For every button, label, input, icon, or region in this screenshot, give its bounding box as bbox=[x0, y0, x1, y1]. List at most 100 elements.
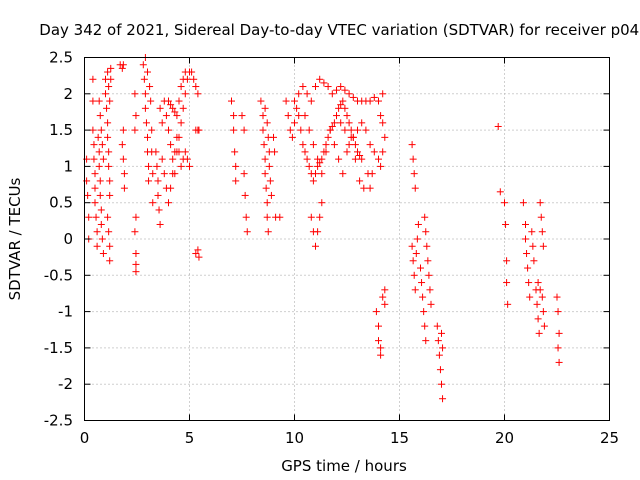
data-point bbox=[263, 213, 271, 221]
data-point bbox=[181, 68, 189, 76]
data-point bbox=[333, 86, 340, 94]
data-point bbox=[119, 61, 127, 69]
data-point bbox=[104, 68, 112, 76]
data-point bbox=[173, 133, 181, 141]
data-point bbox=[271, 148, 279, 156]
data-point bbox=[314, 155, 322, 163]
data-point bbox=[99, 155, 107, 163]
data-point bbox=[267, 191, 275, 199]
data-point bbox=[366, 184, 374, 192]
data-point bbox=[131, 228, 139, 236]
grid bbox=[84, 57, 610, 421]
x-axis-label: GPS time / hours bbox=[281, 457, 407, 475]
x-tick-label: 15 bbox=[390, 429, 409, 447]
x-axis-tick-labels: 0 5 10 15 20 25 bbox=[80, 429, 619, 447]
data-point bbox=[91, 170, 99, 178]
data-point bbox=[105, 228, 113, 236]
data-point bbox=[259, 112, 267, 120]
data-point bbox=[523, 250, 531, 258]
data-point bbox=[377, 351, 385, 359]
data-point bbox=[169, 170, 177, 178]
data-point bbox=[419, 293, 427, 301]
data-point bbox=[408, 242, 416, 250]
data-point bbox=[339, 97, 347, 105]
data-point bbox=[422, 337, 430, 345]
data-point bbox=[299, 141, 307, 149]
data-point bbox=[438, 329, 445, 337]
data-point bbox=[337, 83, 345, 91]
data-point bbox=[119, 126, 127, 134]
data-point bbox=[119, 155, 127, 163]
data-point bbox=[525, 279, 533, 287]
data-point bbox=[316, 159, 324, 167]
data-point bbox=[93, 242, 101, 250]
data-point bbox=[165, 126, 172, 134]
data-point bbox=[295, 112, 303, 120]
data-point bbox=[358, 119, 366, 127]
data-point bbox=[522, 220, 529, 228]
data-point bbox=[118, 141, 126, 149]
data-point bbox=[242, 213, 250, 221]
data-point bbox=[106, 191, 114, 199]
data-point bbox=[107, 75, 115, 83]
data-point bbox=[240, 126, 248, 134]
data-point bbox=[305, 162, 313, 170]
data-point bbox=[230, 112, 238, 120]
data-point bbox=[307, 97, 315, 105]
data-point bbox=[177, 83, 185, 91]
data-point bbox=[158, 155, 166, 163]
data-point bbox=[105, 162, 113, 170]
data-point bbox=[261, 155, 269, 163]
data-point bbox=[153, 162, 161, 170]
data-point bbox=[307, 213, 315, 221]
data-point bbox=[118, 64, 126, 72]
data-point bbox=[356, 177, 364, 185]
data-point bbox=[132, 260, 140, 268]
data-point bbox=[120, 170, 128, 178]
data-point bbox=[96, 112, 104, 120]
data-point bbox=[366, 141, 374, 149]
data-point bbox=[349, 93, 357, 101]
data-point bbox=[426, 286, 434, 294]
data-point bbox=[139, 61, 147, 69]
data-point bbox=[263, 199, 271, 207]
data-point bbox=[356, 152, 364, 160]
data-point bbox=[554, 308, 562, 316]
data-point bbox=[555, 358, 563, 366]
data-point bbox=[132, 250, 140, 258]
data-point bbox=[503, 257, 511, 265]
data-point bbox=[424, 257, 432, 265]
data-point bbox=[422, 228, 430, 236]
y-tick-label: 2 bbox=[63, 85, 73, 103]
data-point bbox=[381, 286, 389, 294]
data-point bbox=[167, 101, 175, 109]
y-tick-label: 2.5 bbox=[49, 49, 73, 67]
data-point bbox=[231, 148, 239, 156]
data-point bbox=[339, 170, 347, 178]
data-point bbox=[320, 79, 328, 87]
data-point bbox=[257, 97, 265, 105]
data-point bbox=[381, 300, 389, 308]
data-point bbox=[145, 177, 153, 185]
data-point bbox=[144, 68, 151, 76]
data-point bbox=[379, 90, 387, 98]
data-point bbox=[534, 279, 542, 287]
data-point bbox=[91, 184, 99, 192]
y-axis-label: SDTVAR / TECUs bbox=[6, 177, 24, 300]
data-point bbox=[341, 86, 349, 94]
data-point bbox=[377, 112, 385, 120]
data-point bbox=[375, 97, 382, 105]
data-point bbox=[148, 126, 156, 134]
data-point bbox=[228, 97, 235, 105]
data-point bbox=[372, 308, 380, 316]
data-point bbox=[417, 264, 424, 272]
y-tick-label: -1.5 bbox=[44, 339, 73, 357]
data-point bbox=[195, 253, 203, 261]
data-point bbox=[98, 235, 106, 243]
data-point bbox=[316, 213, 324, 221]
data-point bbox=[540, 322, 548, 330]
data-point bbox=[351, 141, 359, 149]
data-point bbox=[190, 75, 198, 83]
data-point bbox=[177, 162, 185, 170]
